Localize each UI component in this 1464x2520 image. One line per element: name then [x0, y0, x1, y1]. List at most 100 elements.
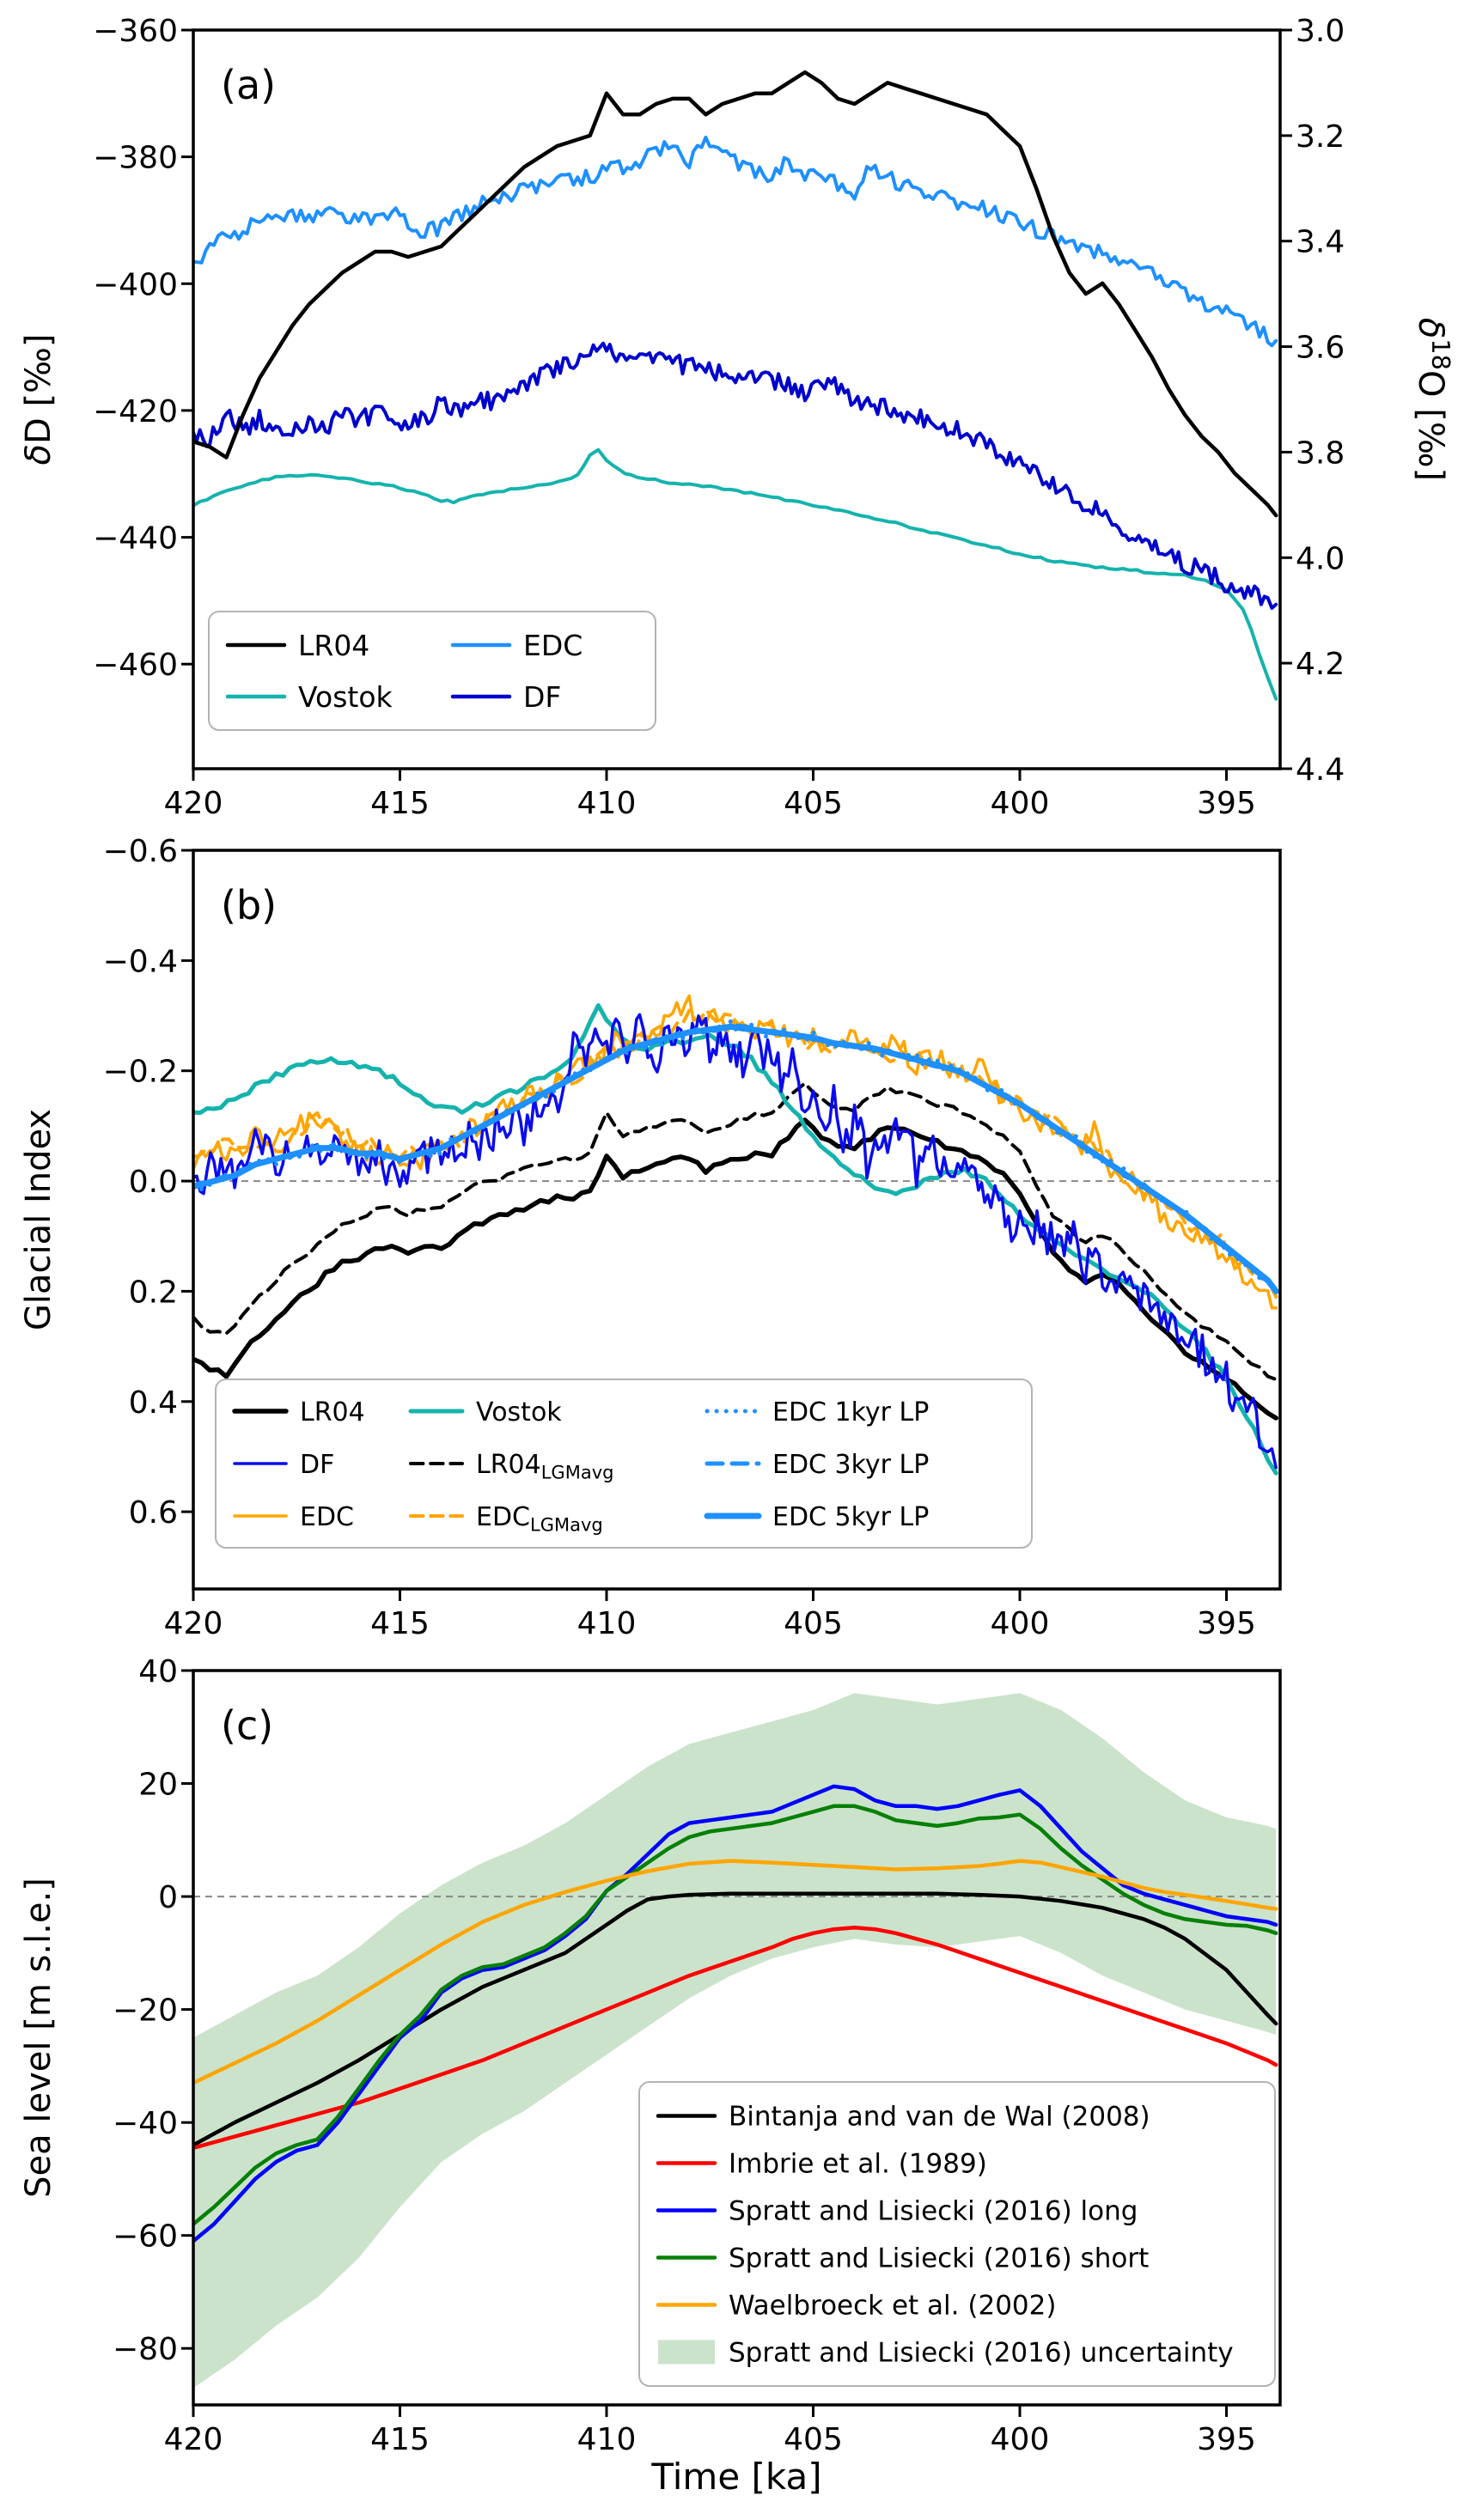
svg-text:400: 400 [991, 2422, 1050, 2457]
svg-text:−400: −400 [93, 267, 178, 302]
panel-c-legend: Bintanja and van de Wal (2008) Imbrie et … [638, 2081, 1276, 2387]
panel-letter-b: (b) [221, 882, 277, 928]
svg-text:−0.6: −0.6 [103, 834, 178, 869]
legend-label-edc: EDC [300, 1502, 354, 1532]
y-axis-label-c: Sea level [m s.l.e.] [19, 1878, 58, 2198]
svg-text:410: 410 [577, 1606, 637, 1641]
svg-text:395: 395 [1197, 786, 1256, 821]
svg-text:−460: −460 [93, 648, 178, 683]
x-axis-label: Time [ka] [650, 2456, 821, 2498]
svg-text:−380: −380 [93, 141, 178, 176]
panel-letter-c: (c) [221, 1702, 273, 1749]
svg-text:4.2: 4.2 [1296, 647, 1345, 682]
svg-text:−0.2: −0.2 [103, 1055, 178, 1090]
svg-text:4.0: 4.0 [1296, 541, 1345, 576]
legend-label-vostok: Vostok [476, 1397, 562, 1427]
legend-label-imbrie-et-al-1989: Imbrie et al. (1989) [729, 2149, 987, 2180]
svg-text:415: 415 [370, 2422, 430, 2457]
series-spratt-and-lisiecki-2016-short-line [193, 1804, 1278, 2226]
svg-text:0.2: 0.2 [129, 1275, 178, 1310]
legend-label-lr04lgmavg: LR04LGMavg [476, 1450, 613, 1483]
panel-b-legend: LR04 DF EDC Vostok LR04LGMavg EDCLGMavg EDC 1k… [215, 1379, 1033, 1549]
svg-text:−20: −20 [113, 1993, 178, 2029]
legend-label-df: DF [300, 1450, 334, 1480]
svg-text:3.8: 3.8 [1296, 435, 1345, 471]
legend-label-spratt-and-lisiecki-2016-uncertainty: Spratt and Lisiecki (2016) uncertainty [729, 2338, 1234, 2369]
svg-text:395: 395 [1197, 2422, 1256, 2457]
legend-frame [215, 1379, 1033, 1549]
legend-label-edc-1kyr-lp: EDC 1kyr LP [772, 1397, 929, 1427]
band-spratt-and-lisiecki-2016-uncertainty [193, 1693, 1277, 2389]
panel-letter-a: (a) [221, 62, 276, 108]
panel-a: 420 415 410 405 400 395 −360 −380 −400 −420 −440 −4… [19, 14, 1455, 821]
panel-a-frame [192, 28, 1282, 770]
svg-text:−360: −360 [93, 14, 178, 49]
svg-text:395: 395 [1197, 1606, 1256, 1641]
svg-text:−420: −420 [93, 394, 178, 429]
svg-text:−80: −80 [113, 2332, 178, 2367]
panel-c-frame [192, 1669, 1282, 2407]
y-right-axis-label: δ18O [‰] [1411, 318, 1455, 481]
svg-text:410: 410 [577, 2422, 637, 2457]
legend-label-edc-3kyr-lp: EDC 3kyr LP [772, 1450, 929, 1480]
series-edc-line [193, 135, 1278, 348]
legend-frame [208, 611, 656, 731]
legend-label-spratt-and-lisiecki-2016-long: Spratt and Lisiecki (2016) long [729, 2196, 1138, 2227]
legend-label-vostok: Vostok [298, 680, 393, 714]
svg-text:3.6: 3.6 [1296, 331, 1345, 366]
svg-text:410: 410 [577, 786, 637, 821]
legend-label-edc: EDC [523, 629, 583, 662]
svg-text:−40: −40 [113, 2106, 178, 2141]
legend-label-bintanja-and-van-de-wal-2008: Bintanja and van de Wal (2008) [729, 2102, 1150, 2133]
svg-text:3.4: 3.4 [1296, 225, 1345, 260]
svg-text:3.0: 3.0 [1296, 14, 1345, 49]
legend-label-spratt-and-lisiecki-2016-short: Spratt and Lisiecki (2016) short [729, 2243, 1149, 2274]
legend-swatch-spratt-and-lisiecki-2016-uncertainty [658, 2340, 715, 2365]
svg-text:400: 400 [991, 1606, 1050, 1641]
svg-text:405: 405 [784, 786, 843, 821]
svg-text:420: 420 [164, 786, 223, 821]
series-lr04-line [193, 1117, 1278, 1421]
panel-c: 420 415 410 405 400 395 40 20 0 −20 −40 −60 −80 Sea l… [19, 1654, 1282, 2498]
svg-text:20: 20 [138, 1768, 178, 1803]
panel-b-frame [192, 849, 1282, 1591]
legend-label-lr04: LR04 [298, 629, 369, 662]
series-vostok-line [193, 447, 1278, 701]
svg-text:405: 405 [784, 1606, 843, 1641]
svg-text:0.0: 0.0 [129, 1165, 178, 1200]
series-edc-5kyr-lp-line [193, 1023, 1279, 1294]
series-edc-lgmavg-line [193, 1008, 1278, 1299]
panel-b: 420 415 410 405 400 395 −0.6 −0.4 −0.2 0.0 0.2 0.4 0… [19, 834, 1282, 1641]
series-spratt-and-lisiecki-2016-long-line [193, 1784, 1278, 2243]
legend-label-lr04: LR04 [300, 1397, 365, 1427]
svg-text:0.6: 0.6 [129, 1495, 178, 1531]
svg-text:420: 420 [164, 2422, 223, 2457]
svg-text:420: 420 [164, 1606, 223, 1641]
svg-text:3.2: 3.2 [1296, 119, 1345, 155]
y-axis-label-a: δD [‰] [19, 334, 58, 466]
series-waelbroeck-et-al-2002-line [193, 1859, 1278, 2085]
series-imbrie-et-al-1989-line [193, 1926, 1278, 2151]
legend-label-edc-5kyr-lp: EDC 5kyr LP [772, 1502, 929, 1532]
svg-text:40: 40 [138, 1654, 178, 1689]
legend-label-df: DF [523, 680, 561, 714]
svg-text:−60: −60 [113, 2219, 178, 2255]
series-lr04-lgmavg-line [193, 1081, 1278, 1382]
svg-text:4.4: 4.4 [1296, 752, 1345, 788]
svg-text:415: 415 [370, 786, 430, 821]
svg-text:−440: −440 [93, 521, 178, 557]
svg-text:400: 400 [991, 786, 1050, 821]
y-axis-label-b: Glacial Index [19, 1109, 58, 1330]
svg-text:0.4: 0.4 [129, 1385, 178, 1421]
svg-text:415: 415 [370, 1606, 430, 1641]
svg-text:−0.4: −0.4 [103, 944, 178, 979]
series-df-line [193, 341, 1278, 610]
legend-label-waelbroeck-et-al-2002: Waelbroeck et al. (2002) [729, 2291, 1056, 2322]
legend-label-edclgmavg: EDCLGMavg [476, 1502, 603, 1536]
series-lr04-line [193, 70, 1278, 518]
svg-text:405: 405 [784, 2422, 843, 2457]
panel-a-legend: LR04 Vostok EDC DF [208, 611, 656, 731]
legend-frame [638, 2081, 1276, 2387]
